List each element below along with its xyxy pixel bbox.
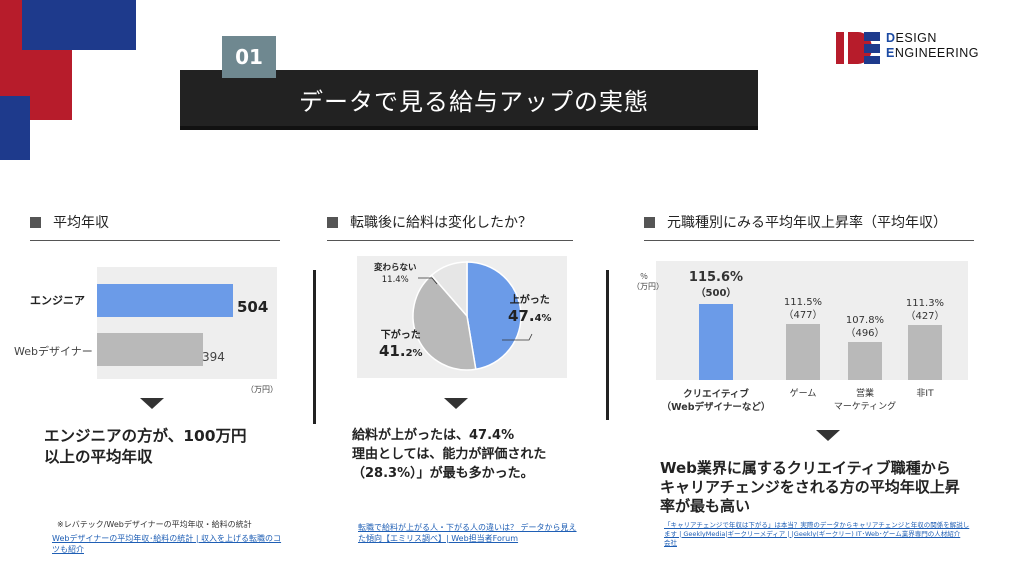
income-bar-engineer — [97, 284, 233, 317]
down-arrow-icon — [816, 430, 840, 441]
decor-blue-block — [22, 0, 136, 50]
pie-label-same: 変わらない 11.4% — [374, 263, 417, 285]
section-number: 01 — [222, 36, 276, 78]
down-arrow-icon — [444, 398, 468, 409]
source-link-designer-income[interactable]: Webデザイナーの平均年収･給料の統計 | 収入を上げる転職のコ ツも紹介 — [52, 534, 282, 554]
divider-line-2 — [606, 270, 609, 420]
growth-category-label: 営業 マーケティング — [833, 389, 897, 412]
decor-blue-block-left — [0, 96, 30, 160]
design-engineering-logo-icon — [836, 32, 880, 64]
pie-label-down: 下がった 41.2% — [379, 330, 423, 360]
growth-bar — [786, 324, 820, 380]
source-link-salary-change[interactable]: 転職で給料が上がる人・下がる人の違いは？ データから見え た傾向【エミリス調べ】… — [358, 523, 577, 543]
square-bullet-icon — [327, 216, 338, 228]
section-title-salary-change: 転職後に給料は変化したか？ — [327, 212, 573, 241]
source-link-career-change[interactable]: 「キャリアチェンジで年収は下がる」は本当？実際のデータからキャリアチェンジと年収… — [664, 521, 970, 547]
summary-average-income: エンジニアの方が、100万円 以上の平均年収 — [44, 427, 247, 466]
section-title-income-growth: 元職種別にみる平均年収上昇率（平均年収） — [644, 212, 974, 241]
bar-label-engineer: エンジニア — [30, 294, 85, 307]
growth-category-label: クリエイティブ （Webデザイナーなど） — [661, 389, 771, 413]
axis-unit-label: ％ （万円） — [632, 272, 664, 291]
header-bar — [180, 70, 758, 130]
divider-line-1 — [313, 270, 316, 424]
growth-category-label: ゲーム — [789, 389, 817, 399]
leader-line-same — [418, 277, 438, 285]
square-bullet-icon — [644, 216, 655, 228]
page-title: データで見る給与アップの実態 — [299, 87, 649, 116]
growth-bar-value-label: 111.3% （427） — [905, 298, 945, 322]
growth-category-label: 非IT — [916, 389, 934, 399]
summary-salary-change: 給料が上がったは、47.4% 理由としては、能力が評価された （28.3%）」が… — [352, 428, 547, 481]
growth-bar-value-label: 115.6% （500） — [688, 270, 744, 299]
bar-value-designer: 394 — [202, 350, 225, 364]
growth-bar — [699, 304, 733, 380]
bar-value-engineer: 504 — [237, 298, 269, 316]
unit-label: （万円） — [246, 385, 278, 394]
growth-bar — [848, 342, 882, 380]
summary-income-growth: Web業界に属するクリエイティブ職種から キャリアチェンジをされる方の平均年収上… — [660, 459, 960, 515]
down-arrow-icon — [140, 398, 164, 409]
salary-change-pie-chart — [412, 261, 533, 371]
growth-bar-value-label: 111.5% （477） — [783, 297, 823, 321]
bar-label-designer: Webデザイナー — [14, 345, 93, 358]
source-note: ※レバテック/Webデザイナーの平均年収・給料の統計 — [57, 520, 252, 529]
pie-slice-same — [430, 261, 468, 319]
pie-label-up: 上がった 47.4% — [508, 295, 552, 325]
growth-bar-value-label: 107.8% （496） — [845, 315, 885, 339]
section-title-average-income: 平均年収 — [30, 212, 280, 241]
pie-slice-down — [412, 274, 477, 371]
logo-text: DESIGN ENGINEERING — [886, 31, 980, 60]
pie-slice-up — [466, 261, 522, 371]
growth-bar — [908, 325, 942, 380]
income-bar-designer — [97, 333, 203, 366]
leader-line-up — [502, 333, 533, 341]
square-bullet-icon — [30, 216, 41, 228]
